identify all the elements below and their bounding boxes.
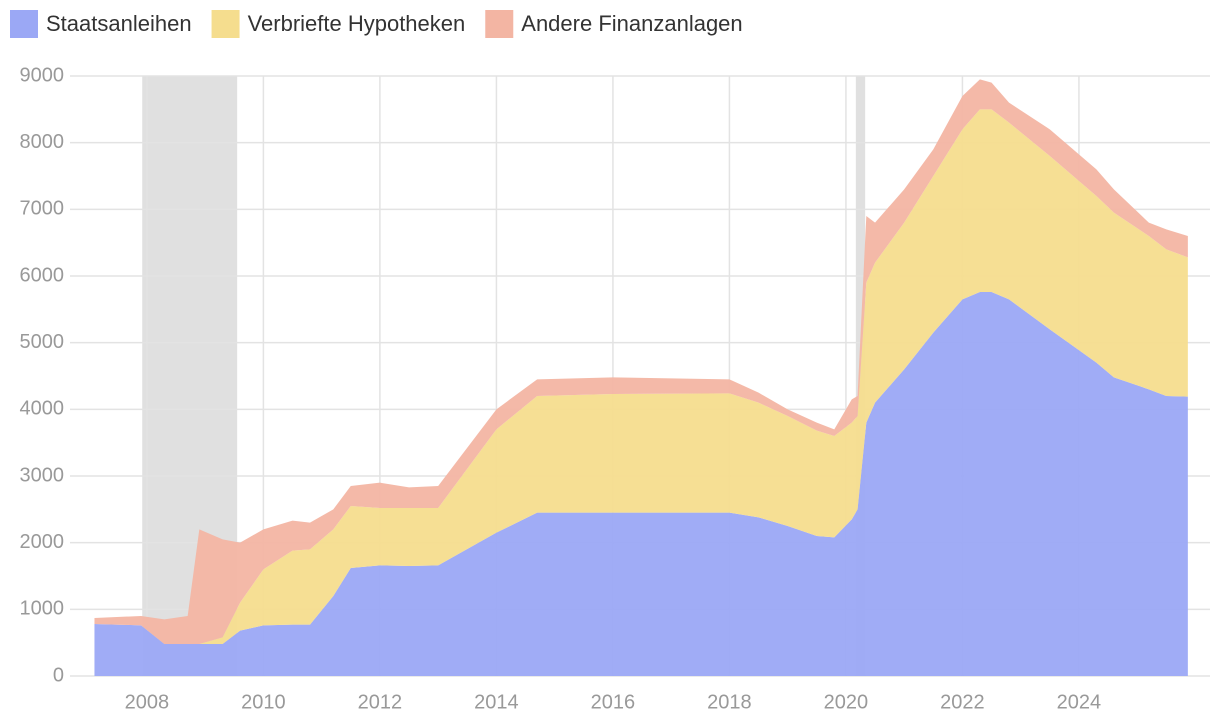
legend-swatch [485,10,514,38]
area [94,79,1188,645]
y-tick-label: 9000 [20,64,65,86]
y-tick-label: 4000 [20,398,65,420]
x-tick-label: 2012 [358,691,403,713]
area [94,109,1188,645]
x-tick-label: 2018 [707,691,752,713]
x-tick-label: 2008 [125,691,170,713]
y-tick-label: 8000 [20,131,65,153]
y-tick-label: 3000 [20,464,65,486]
y-tick-label: 1000 [20,598,65,620]
area [94,292,1188,676]
y-tick-label: 5000 [20,331,65,353]
x-tick-label: 2014 [474,691,519,713]
x-tick-label: 2022 [940,691,985,713]
legend-label: Andere Finanzanlagen [521,11,742,36]
y-tick-label: 7000 [20,198,65,220]
y-tick-label: 2000 [20,531,65,553]
y-tick-label: 6000 [20,264,65,286]
x-tick-label: 2024 [1057,691,1102,713]
y-tick-label: 0 [53,664,64,686]
legend-label: Verbriefte Hypotheken [248,11,466,36]
x-tick-label: 2016 [591,691,636,713]
x-tick-label: 2010 [241,691,286,713]
legend-swatch [211,10,240,38]
legend-swatch [10,10,38,38]
x-tick-label: 2020 [824,691,869,713]
legend-label: Staatsanleihen [46,11,192,36]
